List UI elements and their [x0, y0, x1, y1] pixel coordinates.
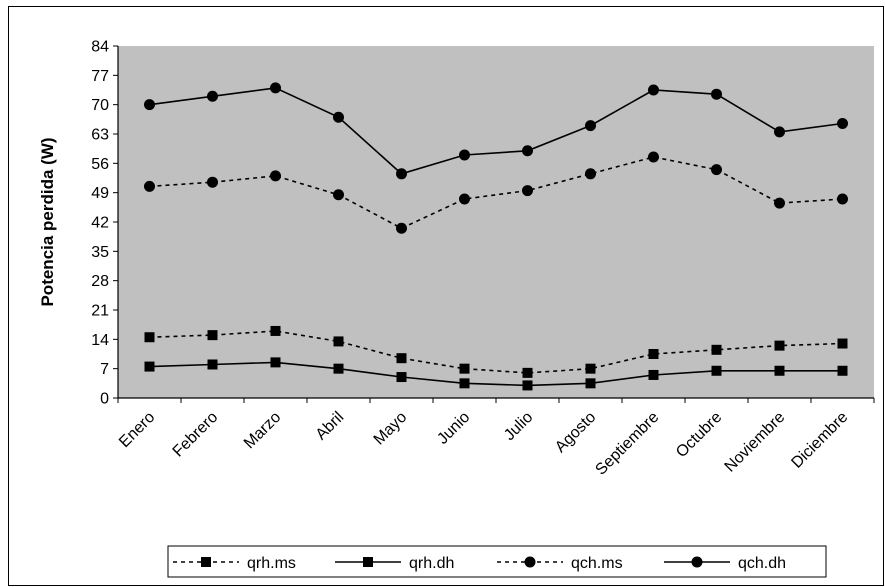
x-tick-label: Mayo	[371, 409, 411, 449]
y-tick-label: 70	[91, 97, 109, 114]
y-tick-label: 77	[91, 68, 109, 85]
data-point	[333, 336, 344, 347]
data-point	[207, 176, 218, 188]
data-point	[585, 168, 596, 180]
x-tick-label: Marzo	[241, 409, 285, 453]
data-point	[270, 170, 281, 182]
x-tick-label: Julio	[501, 409, 536, 444]
data-point	[711, 365, 722, 376]
series-line	[149, 330, 843, 374]
series-qrh-ms	[144, 325, 848, 378]
data-point	[270, 82, 281, 94]
data-point	[837, 193, 848, 205]
data-point	[837, 338, 848, 349]
data-point	[648, 151, 659, 163]
data-point	[585, 363, 596, 374]
data-point	[459, 363, 470, 374]
data-point	[144, 361, 155, 372]
legend: qrh.ms qrh.dh qch.ms qch.dh	[173, 555, 786, 572]
x-tick-label: Febrero	[170, 409, 222, 461]
data-point	[585, 378, 596, 389]
x-tick-label: Septiembre	[592, 409, 662, 479]
legend-marker	[363, 557, 373, 567]
y-tick-label: 63	[91, 127, 109, 144]
x-tick-label: Agosto	[552, 409, 599, 456]
x-tick-label: Octubre	[673, 409, 725, 461]
plot-area	[118, 46, 874, 398]
legend-label: qrh.dh	[409, 555, 454, 572]
data-point	[522, 145, 533, 157]
data-point	[585, 120, 596, 132]
legend-marker	[524, 556, 536, 568]
data-point	[648, 369, 659, 380]
series-line	[149, 156, 843, 230]
data-point	[774, 365, 785, 376]
y-tick-label: 56	[91, 156, 109, 173]
legend-label: qch.dh	[738, 555, 786, 572]
data-point	[837, 365, 848, 376]
data-point	[774, 126, 785, 138]
data-point	[396, 222, 407, 234]
y-tick-label: 21	[91, 303, 109, 320]
x-ticks: Enero Febrero Marzo Abril Mayo Junio Julio Agos…	[116, 398, 875, 479]
y-tick-label: 35	[91, 244, 109, 261]
data-point	[144, 332, 155, 343]
x-tick-label: Abril	[313, 409, 348, 444]
legend-marker	[201, 557, 211, 567]
y-tick-label: 14	[91, 332, 109, 349]
data-point	[459, 149, 470, 161]
data-point	[522, 367, 533, 378]
data-point	[207, 330, 218, 341]
x-tick-label: Enero	[116, 409, 158, 451]
data-point	[837, 118, 848, 130]
data-point	[396, 168, 407, 180]
y-tick-label: 42	[91, 215, 109, 232]
y-ticks: 0 7 14 21 28 35 42 49 56 63 70 77 84	[91, 39, 118, 408]
data-point	[522, 380, 533, 391]
data-point	[396, 372, 407, 383]
series-layer	[144, 82, 848, 391]
data-point	[711, 344, 722, 355]
y-axis-title: Potencia perdida (W)	[38, 137, 57, 306]
data-point	[270, 357, 281, 368]
y-tick-label: 7	[100, 361, 109, 378]
data-point	[648, 84, 659, 96]
y-tick-label: 28	[91, 273, 109, 290]
legend-label: qch.ms	[571, 555, 623, 572]
data-point	[711, 88, 722, 100]
data-point	[144, 180, 155, 192]
y-tick-label: 0	[100, 391, 109, 408]
data-point	[396, 353, 407, 364]
series-qch-ms	[144, 151, 848, 234]
series-qrh-dh	[144, 357, 848, 391]
data-point	[774, 340, 785, 351]
data-point	[648, 349, 659, 359]
data-point	[333, 111, 344, 123]
data-point	[207, 359, 218, 370]
x-tick-label: Noviembre	[722, 409, 789, 476]
series-line	[149, 361, 843, 387]
legend-label: qrh.ms	[247, 555, 296, 572]
series-line	[149, 87, 843, 175]
data-point	[711, 164, 722, 176]
series-qch-dh	[144, 82, 848, 180]
data-point	[207, 90, 218, 102]
data-point	[774, 197, 785, 209]
data-point	[333, 189, 344, 201]
data-point	[270, 325, 281, 336]
data-point	[333, 363, 344, 374]
y-tick-label: 84	[91, 39, 109, 56]
y-tick-label: 49	[91, 185, 109, 202]
data-point	[459, 193, 470, 205]
x-tick-label: Diciembre	[788, 409, 851, 472]
legend-marker	[691, 556, 703, 568]
x-tick-label: Junio	[434, 409, 473, 448]
data-point	[522, 185, 533, 197]
data-point	[144, 99, 155, 111]
data-point	[459, 378, 470, 389]
